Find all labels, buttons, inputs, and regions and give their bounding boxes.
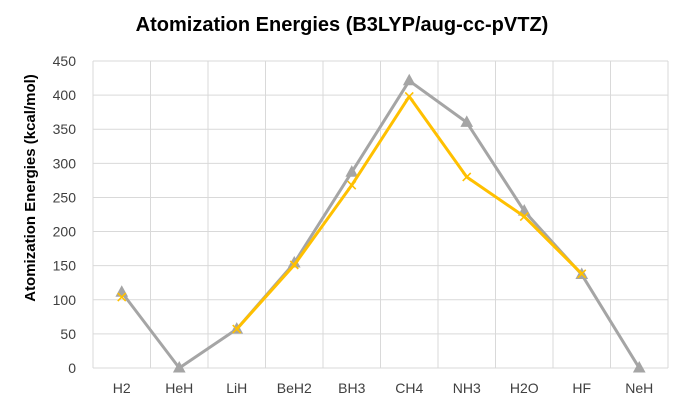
triangle-marker (345, 165, 359, 177)
y-tick-label: 150 (53, 258, 77, 274)
triangle-marker (632, 360, 646, 373)
y-axis-label: Atomization Energies (kcal/mol) (22, 74, 39, 302)
x-tick-label: NH3 (453, 380, 481, 396)
y-tick-label: 400 (53, 87, 77, 103)
y-tick-label: 450 (53, 53, 77, 69)
y-tick-label: 200 (53, 224, 77, 240)
y-tick-label: 50 (60, 326, 76, 342)
x-tick-label: CH4 (395, 380, 423, 396)
triangle-marker (172, 360, 186, 373)
x-marker (577, 269, 587, 279)
x-tick-label: NeH (625, 380, 653, 396)
x-tick-label: BeH2 (277, 380, 312, 396)
triangle-marker (460, 115, 474, 127)
series-line (120, 79, 641, 370)
x-tick-label: LiH (226, 380, 247, 396)
y-axis-ticks: 0 50 100 150 200 250 300 350 400 450 (53, 53, 77, 376)
x-marker (347, 180, 357, 190)
x-axis-ticks: H2 HeH LiH BeH2 BH3 CH4 NH3 H2O HF NeH (113, 380, 653, 396)
series-2 (117, 91, 587, 334)
y-tick-label: 0 (68, 360, 76, 376)
x-tick-label: BH3 (338, 380, 365, 396)
x-marker (232, 324, 242, 334)
chart-title: Atomization Energies (B3LYP/aug-cc-pVTZ) (136, 14, 549, 36)
y-tick-label: 100 (53, 292, 77, 308)
series-group (115, 73, 646, 373)
x-tick-label: HeH (165, 380, 193, 396)
y-tick-label: 250 (53, 189, 77, 205)
grid (92, 60, 669, 369)
x-marker (404, 91, 414, 102)
x-marker (462, 172, 472, 182)
x-tick-label: H2 (113, 380, 131, 396)
triangle-marker (115, 285, 129, 297)
y-tick-label: 350 (53, 121, 77, 137)
x-tick-label: H2O (510, 380, 539, 396)
x-tick-label: HF (572, 380, 591, 396)
x-marker (117, 292, 127, 302)
x-marker (289, 260, 299, 270)
series-line (235, 94, 583, 331)
x-marker (519, 211, 529, 222)
triangle-marker (402, 73, 416, 86)
y-tick-label: 300 (53, 155, 77, 171)
